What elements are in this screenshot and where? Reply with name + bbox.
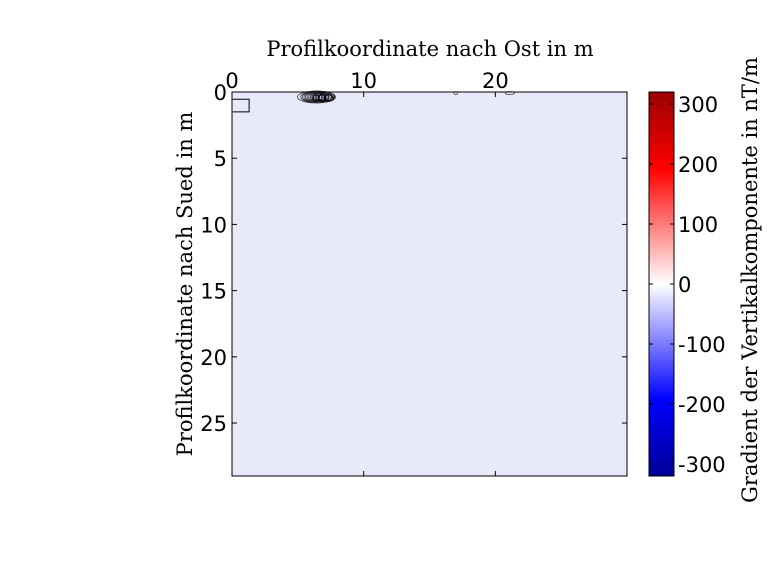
plot-frame [231,91,628,477]
map-plot: 0 10 20 0 5 10 15 20 25 [200,69,628,477]
contour-line [319,93,323,101]
y-axis: 0 5 10 15 20 25 [200,81,627,436]
plot-background [232,92,627,476]
colorbar-tick-label: 200 [678,153,718,177]
colorbar: 300 200 100 0 -100 -200 -300 [648,91,726,477]
colorbar-tick-label: -200 [678,393,726,417]
x-axis: 0 10 20 [225,69,509,476]
y-tick-label: 0 [214,81,227,105]
x-tick-label: 20 [482,69,509,93]
y-tick-label: 5 [214,147,227,171]
colorbar-tick-label: 0 [678,273,691,297]
x-axis-title: Profilkoordinate nach Ost in m [266,37,593,61]
colorbar-tick-label: -100 [678,333,726,357]
contour-line [323,94,334,102]
colorbar-tick-label: 300 [678,93,718,117]
contour-box [232,98,250,113]
contour-line [311,92,326,102]
y-axis-title: Profilkoordinate nach Sued in m [173,112,197,457]
y-tick-label: 10 [200,213,227,237]
y-tick-label: 25 [200,412,227,436]
contour-lines [232,90,515,113]
colorbar-ticks: 300 200 100 0 -100 -200 -300 [649,93,726,477]
y-tick-label: 20 [200,346,227,370]
x-tick-label: 0 [225,69,238,93]
x-tick-label: 10 [350,69,377,93]
colorbar-gradient [648,91,675,477]
colorbar-tick-label: -300 [678,453,726,477]
contour-line [312,94,320,102]
colorbar-title: Gradient der Vertikalkomponente in nT/m [738,57,762,503]
colorbar-tick-label: 100 [678,213,718,237]
y-tick-label: 15 [200,280,227,304]
